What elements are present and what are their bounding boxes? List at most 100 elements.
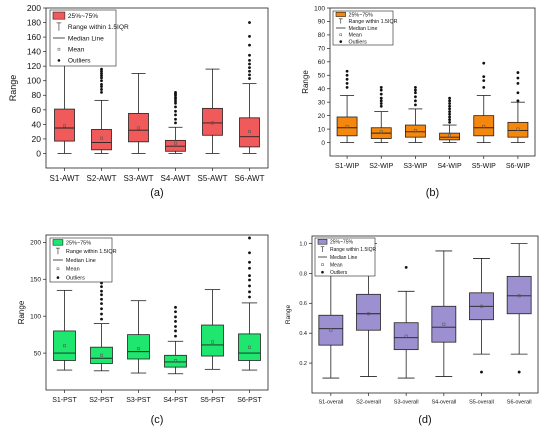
- y-tick-label: 50: [34, 350, 42, 357]
- legend-label: 25%~75%: [330, 240, 353, 246]
- mean-marker: [345, 124, 349, 128]
- box-S4-WIP: [439, 96, 460, 143]
- y-tick-label: 0: [36, 148, 41, 158]
- x-tick-label: S2-PST: [89, 397, 114, 404]
- y-tick-label: 0: [321, 140, 325, 147]
- box-S4-overall: [431, 250, 457, 377]
- box-S5-PST: [201, 289, 224, 370]
- y-tick-label: 40: [32, 119, 42, 129]
- legend-label: Outliers: [330, 270, 348, 276]
- y-tick-label: 150: [30, 277, 41, 284]
- iqr-box: [393, 322, 419, 351]
- chart-d: 0.2 0.4 0.6 0.8 1.0 Range S1-overall S2-overall…: [285, 235, 539, 426]
- outlier-point: [480, 370, 483, 374]
- x-tick-label: S6-overall: [507, 400, 532, 406]
- outlier-point: [174, 101, 177, 105]
- x-tick-label: S4-overall: [431, 400, 456, 406]
- caption: (b): [426, 187, 439, 199]
- legend-label: Median Line: [330, 255, 357, 261]
- x-tick-label: S1-overall: [318, 400, 343, 406]
- x-tick-label: S1-WIP: [335, 163, 359, 170]
- x-tick-label: S6-PST: [237, 397, 262, 404]
- box-S6-WIP: [507, 71, 529, 143]
- outlier-point: [482, 85, 486, 89]
- outlier-point: [448, 115, 451, 119]
- outlier-point: [100, 74, 103, 78]
- y-tick-label: 160: [27, 32, 41, 42]
- legend-label: Range within 1.5IQR: [349, 19, 398, 25]
- mean-marker: [482, 124, 486, 128]
- y-tick-label: 80: [318, 32, 326, 39]
- box-S3-PST: [127, 300, 150, 374]
- legend-swatch-mean: [339, 33, 343, 37]
- outlier-point: [174, 121, 177, 125]
- mean-marker: [448, 134, 452, 138]
- outlier-point: [404, 266, 408, 269]
- y-tick-label: 200: [27, 3, 41, 13]
- y-tick-label: 80: [32, 90, 42, 100]
- iqr-box: [239, 117, 260, 148]
- outlier-point: [482, 61, 486, 65]
- legend-swatch-outlier: [339, 40, 343, 43]
- outlier-point: [100, 317, 103, 321]
- iqr-box: [201, 324, 224, 357]
- outlier-point: [248, 284, 251, 288]
- outlier-point: [100, 79, 103, 83]
- legend-label: 25%~75%: [68, 13, 98, 20]
- y-tick-label: 60: [32, 105, 42, 115]
- y-tick-label: 0.4: [299, 331, 307, 337]
- outlier-point: [174, 310, 177, 314]
- legend-label: Range within 1.5IQR: [68, 24, 129, 31]
- plot-frame: [311, 235, 539, 394]
- iqr-box: [318, 314, 344, 346]
- legend: 25%~75% Range within 1.5IQR Median Line Mea…: [49, 9, 129, 67]
- legend-swatch-box: [335, 11, 346, 17]
- outlier-point: [248, 21, 251, 24]
- legend-label: Mean: [68, 47, 85, 54]
- iqr-box: [164, 354, 187, 368]
- outlier-point: [248, 73, 251, 77]
- outlier-point: [174, 113, 177, 117]
- x-tick-label: S2-AWT: [87, 174, 117, 183]
- box-S3-AWT: [128, 73, 149, 154]
- outlier-point: [174, 319, 177, 323]
- outlier-point: [248, 34, 251, 38]
- box-S2-AWT: [91, 67, 112, 154]
- y-tick-label: 100: [27, 76, 41, 86]
- outlier-point: [379, 85, 383, 89]
- caption: (d): [418, 414, 431, 426]
- outlier-point: [448, 102, 451, 105]
- outlier-point: [414, 91, 417, 95]
- legend-swatch-outlier: [57, 59, 61, 62]
- legend-label: 25%~75%: [66, 240, 91, 246]
- chart-b: 0 10 20 30 40 50 60 70 80 90 100 Range S1-WIP S2-WIP S…: [301, 5, 536, 199]
- legend-label: 25%~75%: [349, 12, 374, 18]
- outlier-point: [345, 69, 349, 73]
- plot-frame: [329, 7, 536, 157]
- box-S6-overall: [506, 243, 532, 374]
- box-S6-AWT: [239, 21, 260, 154]
- mean-marker: [248, 130, 251, 134]
- box-S5-WIP: [473, 61, 495, 143]
- mean-marker: [367, 312, 370, 316]
- box-S4-PST: [164, 305, 187, 375]
- mean-marker: [211, 340, 214, 344]
- iqr-box: [127, 334, 150, 360]
- outlier-point: [100, 307, 103, 311]
- y-axis-label: Range: [301, 70, 310, 94]
- x-tick-label: S1-PST: [52, 397, 77, 404]
- outlier-point: [345, 81, 349, 85]
- y-tick-label: 10: [318, 126, 326, 133]
- chart-c: 50 100 150 200 Range S1-PST S2-PST S3-PST S4-PST…: [17, 234, 269, 426]
- outlier-point: [174, 90, 177, 94]
- outlier-point: [448, 110, 451, 113]
- legend-label: Mean: [66, 267, 80, 273]
- legend-label: Mean: [349, 33, 362, 39]
- y-tick-label: 40: [318, 86, 326, 93]
- outlier-point: [174, 315, 177, 319]
- box-S1-WIP: [336, 69, 358, 143]
- y-tick-label: 20: [32, 134, 42, 144]
- outlier-point: [448, 99, 451, 103]
- outlier-point: [174, 305, 177, 309]
